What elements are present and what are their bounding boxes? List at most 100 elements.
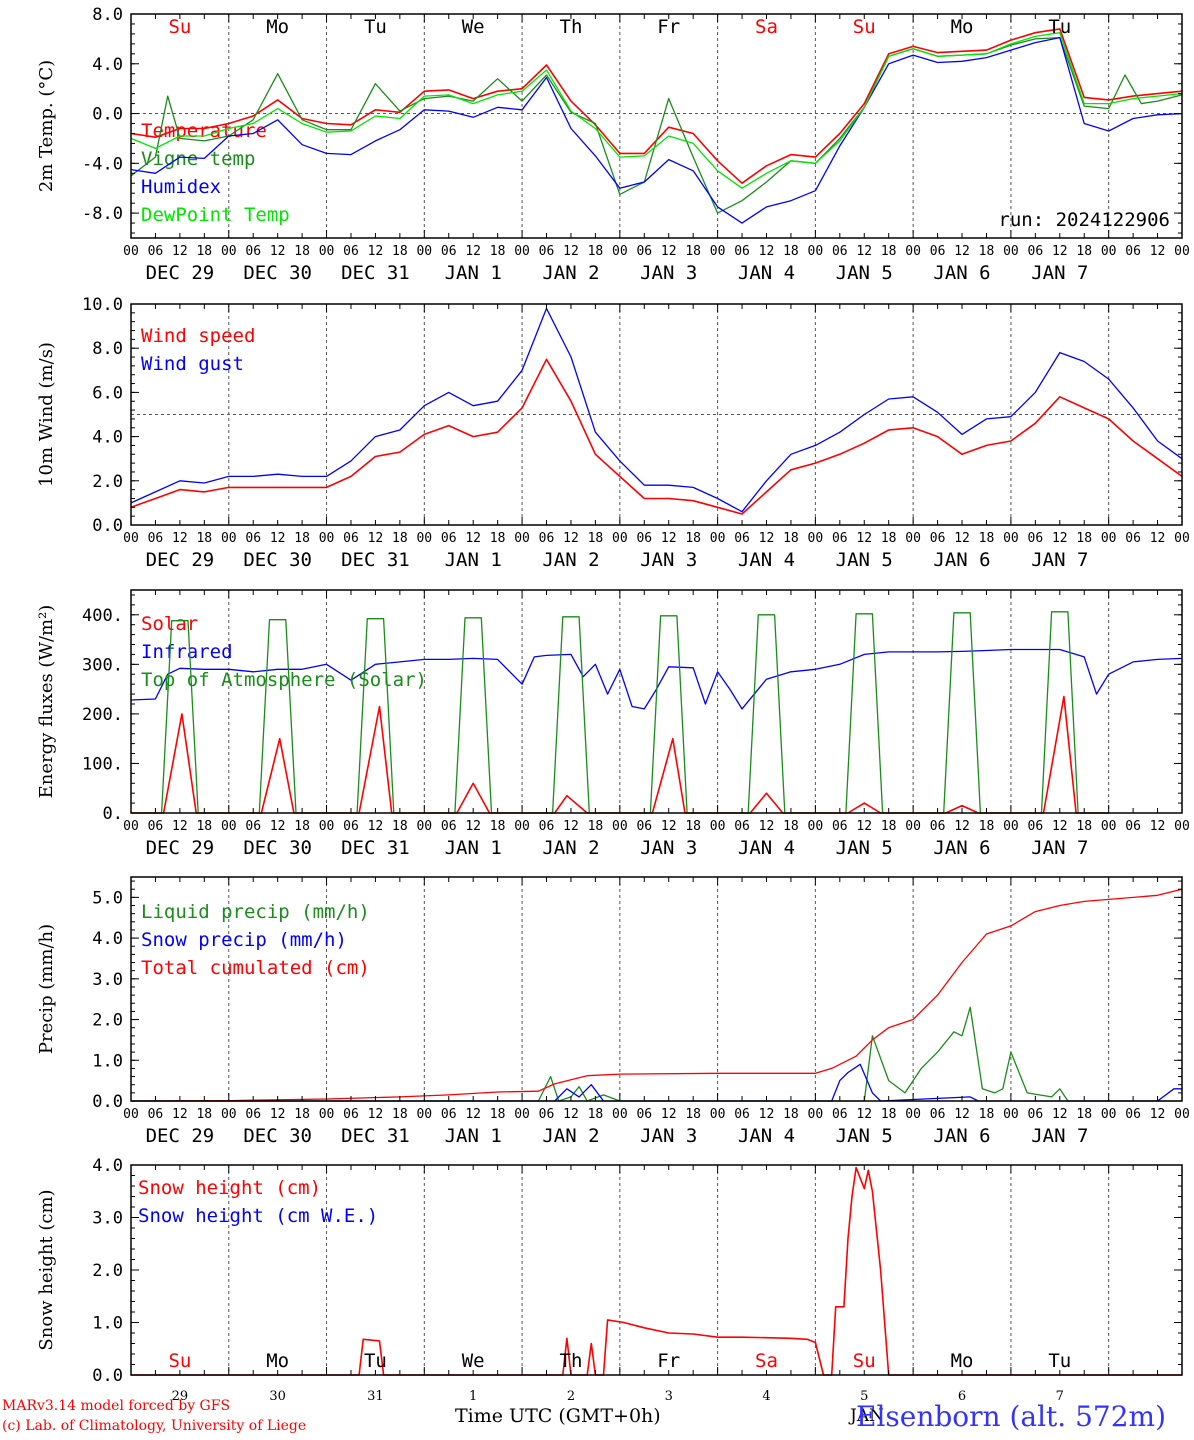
series-line-wind-gust — [130, 307, 1183, 513]
weekday-label: Su — [168, 16, 191, 38]
date-label: JAN 5 — [836, 549, 893, 571]
hour-tick-label: 12 — [1150, 819, 1166, 834]
hour-tick-label: 00 — [123, 531, 139, 546]
hour-tick-label: 12 — [270, 1107, 286, 1122]
hour-tick-label: 06 — [734, 244, 750, 259]
hour-tick-label: 06 — [441, 819, 457, 834]
legend-snow-precip-mm-h-: Snow precip (mm/h) — [141, 929, 347, 951]
date-label: DEC 31 — [341, 837, 410, 859]
hour-tick-label: 06 — [930, 1107, 946, 1122]
y-tick-label: -8.0 — [82, 204, 123, 224]
hour-tick-label: 18 — [392, 531, 408, 546]
hour-tick-label: 06 — [832, 244, 848, 259]
hour-tick-label: 00 — [1003, 531, 1019, 546]
y-tick-label: 10.0 — [82, 295, 123, 315]
date-label: JAN 4 — [738, 837, 795, 859]
hour-tick-label: 00 — [1174, 531, 1190, 546]
hour-tick-label: 00 — [514, 819, 530, 834]
date-label: JAN 3 — [640, 549, 697, 571]
hour-tick-label: 12 — [954, 819, 970, 834]
hour-tick-label: 00 — [710, 531, 726, 546]
hour-tick-label: 12 — [661, 819, 677, 834]
date-label: DEC 31 — [341, 262, 410, 284]
hour-tick-label: 12 — [856, 819, 872, 834]
legend-temperature: Temperature — [141, 120, 267, 142]
date-label: JAN 7 — [1031, 549, 1088, 571]
hour-tick-label: 12 — [856, 1107, 872, 1122]
hour-tick-label: 00 — [123, 244, 139, 259]
legend-dewpoint-temp: DewPoint Temp — [141, 204, 290, 226]
weekday-label: Mo — [266, 1350, 289, 1372]
hour-tick-label: 18 — [294, 819, 310, 834]
y-tick-label: 2.0 — [92, 1011, 123, 1031]
date-label: JAN 5 — [836, 837, 893, 859]
hour-tick-label: 18 — [196, 531, 212, 546]
hour-tick-label: 00 — [905, 244, 921, 259]
hour-tick-label: 06 — [148, 819, 164, 834]
hour-tick-label: 18 — [881, 819, 897, 834]
y-tick-label: 3.0 — [92, 1209, 123, 1229]
hour-tick-label: 12 — [368, 819, 384, 834]
legend-snow-height-cm-: Snow height (cm) — [138, 1177, 321, 1199]
y-tick-label: 4.0 — [92, 428, 123, 448]
date-label: DEC 30 — [243, 549, 312, 571]
y-tick-label: 1.0 — [92, 1314, 123, 1334]
date-label: DEC 29 — [146, 837, 215, 859]
y-tick-label: 5.0 — [92, 888, 123, 908]
hour-tick-label: 00 — [123, 819, 139, 834]
y-tick-label: 2.0 — [92, 472, 123, 492]
series-line-temperature — [130, 28, 1183, 184]
hour-tick-label: 00 — [221, 244, 237, 259]
hour-tick-label: 18 — [490, 1107, 506, 1122]
hour-tick-label: 00 — [221, 1107, 237, 1122]
hour-tick-label: 18 — [1076, 1107, 1092, 1122]
hour-tick-label: 12 — [1150, 531, 1166, 546]
y-axis-label: Energy fluxes (W/m²) — [36, 605, 57, 799]
weekday-label: Th — [560, 16, 583, 38]
y-tick-label: 0.0 — [92, 105, 123, 125]
day-number-label: 6 — [958, 1389, 966, 1404]
hour-tick-label: 18 — [588, 244, 604, 259]
hour-tick-label: 06 — [636, 819, 652, 834]
hour-tick-label: 12 — [661, 244, 677, 259]
weekday-label: Su — [168, 1350, 191, 1372]
hour-tick-label: 06 — [930, 819, 946, 834]
hour-tick-label: 12 — [1052, 819, 1068, 834]
y-tick-label: 0.0 — [92, 1092, 123, 1112]
y-tick-label: 2.0 — [92, 1261, 123, 1281]
weekday-label: Tu — [364, 16, 387, 38]
legend-total-cumulated-cm-: Total cumulated (cm) — [141, 957, 370, 979]
hour-tick-label: 06 — [245, 819, 261, 834]
day-number-label: 4 — [762, 1389, 770, 1404]
hour-tick-label: 06 — [832, 819, 848, 834]
hour-tick-label: 06 — [930, 531, 946, 546]
hour-tick-label: 06 — [343, 244, 359, 259]
hour-tick-label: 00 — [612, 531, 628, 546]
series-line-wind-speed — [130, 358, 1183, 515]
y-axis-label: Snow height (cm) — [36, 1189, 57, 1350]
series-line-snow-precip-mm-h- — [131, 1063, 1182, 1102]
month-label: JAN — [850, 1406, 884, 1426]
hour-tick-label: 06 — [343, 819, 359, 834]
hour-tick-label: 18 — [294, 1107, 310, 1122]
hour-tick-label: 18 — [392, 819, 408, 834]
hour-tick-label: 06 — [1125, 531, 1141, 546]
hour-tick-label: 06 — [1028, 244, 1044, 259]
hour-tick-label: 06 — [636, 531, 652, 546]
hour-tick-label: 12 — [1150, 244, 1166, 259]
hour-tick-label: 00 — [319, 1107, 335, 1122]
hour-tick-label: 18 — [685, 244, 701, 259]
date-label: DEC 31 — [341, 549, 410, 571]
hour-tick-label: 12 — [368, 244, 384, 259]
hour-tick-label: 12 — [1150, 1107, 1166, 1122]
hour-tick-label: 00 — [710, 244, 726, 259]
date-label: DEC 29 — [146, 549, 215, 571]
hour-tick-label: 12 — [759, 1107, 775, 1122]
hour-tick-label: 18 — [979, 244, 995, 259]
y-tick-label: 6.0 — [92, 383, 123, 403]
hour-tick-label: 00 — [221, 819, 237, 834]
y-tick-label: -4.0 — [82, 154, 123, 174]
hour-tick-label: 18 — [392, 244, 408, 259]
series-line-humidex — [130, 36, 1183, 224]
series-line-snow-height-cm- — [131, 1166, 1182, 1376]
